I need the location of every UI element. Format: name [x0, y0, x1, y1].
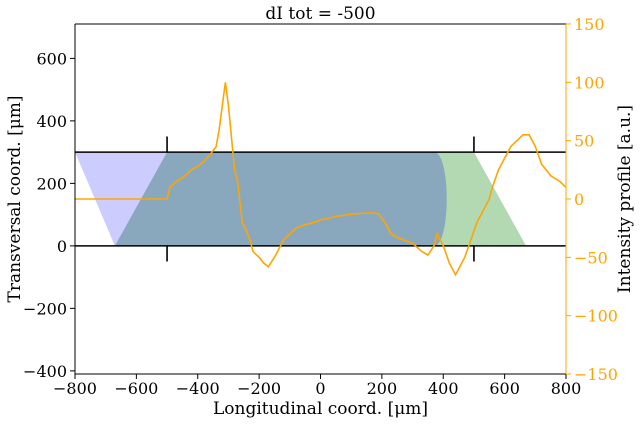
y2-tick-label: 150 [574, 15, 605, 34]
y2-axis-title: Intensity profile [a.u.] [615, 105, 635, 293]
plot-area [75, 82, 566, 277]
axes: −800 −600 −400 −200 0 200 400 600 800 −400 −200 0 20… [23, 15, 618, 398]
y-tick-label: −400 [23, 362, 67, 381]
y2-tick-label: 0 [574, 190, 584, 209]
x-tick-label: −400 [176, 379, 220, 398]
y-tick-label: 400 [36, 112, 67, 131]
x-tick-label: 0 [315, 379, 325, 398]
y2-tick-label: 100 [574, 73, 605, 92]
y2-tick-label: −50 [574, 248, 608, 267]
x-tick-label: 600 [489, 379, 520, 398]
x-tick-label: −800 [53, 379, 97, 398]
x-tick-label: −200 [237, 379, 281, 398]
y2-tick-label: −100 [574, 307, 618, 326]
intensity-line [75, 82, 566, 277]
y-axis-title: Transversal coord. [μm] [5, 95, 25, 302]
y-tick-label: 0 [57, 237, 67, 256]
y-tick-label: −200 [23, 299, 67, 318]
x-tick-label: 800 [551, 379, 582, 398]
region-overlap [114, 152, 447, 246]
x-tick-label: 200 [367, 379, 398, 398]
y2-tick-label: −150 [574, 365, 618, 384]
region-green [434, 152, 527, 246]
x-axis-title: Longitudinal coord. [μm] [213, 399, 428, 419]
y-tick-label: 200 [36, 174, 67, 193]
y2-tick-label: 50 [574, 132, 594, 151]
x-tick-label: 400 [428, 379, 459, 398]
x-tick-label: −600 [114, 379, 158, 398]
chart-title: dI tot = -500 [265, 4, 375, 24]
y-tick-label: 600 [36, 49, 67, 68]
